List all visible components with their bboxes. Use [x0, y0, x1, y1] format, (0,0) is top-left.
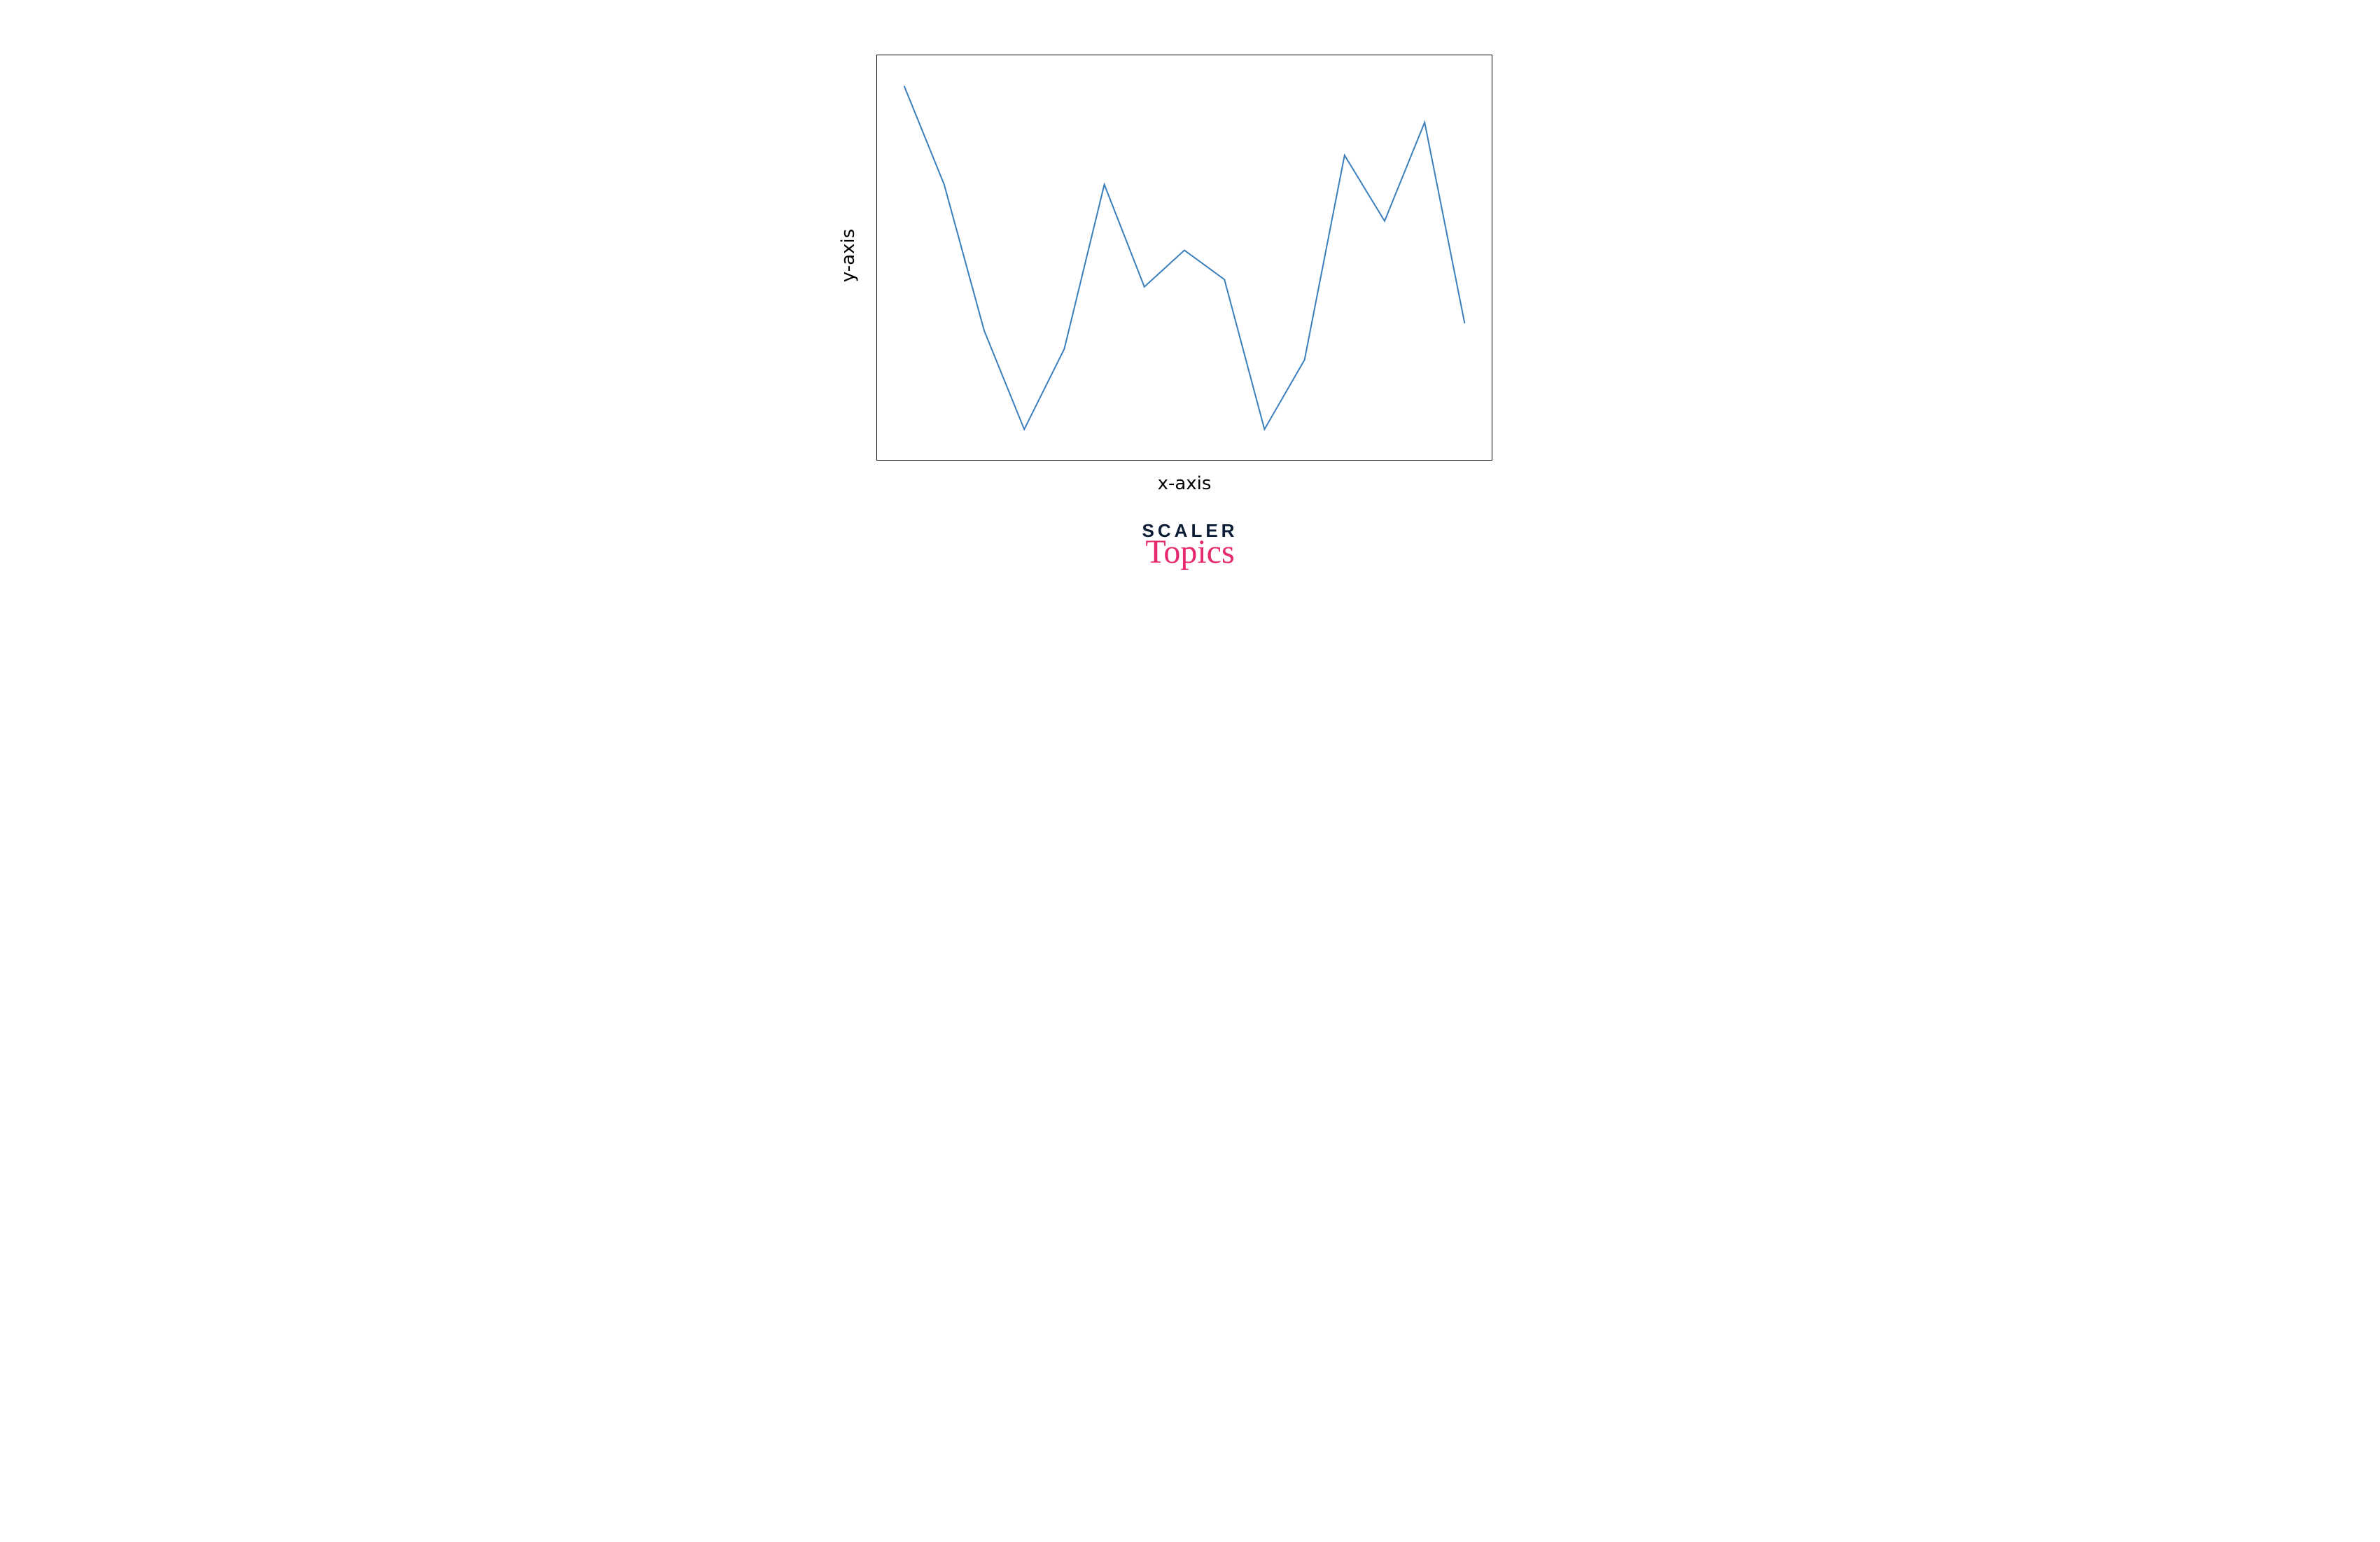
y-axis-label: y-axis [838, 229, 859, 282]
chart-border [877, 55, 1492, 461]
scaler-topics-logo: SCALER Topics [1142, 521, 1238, 569]
chart-plot-area [876, 55, 1492, 461]
line-chart: y-axis x-axis [876, 55, 1492, 461]
logo-bottom-text: Topics [1142, 535, 1238, 569]
chart-series-line [904, 86, 1465, 430]
x-axis-label: x-axis [1158, 473, 1212, 494]
page-root: y-axis x-axis SCALER Topics [714, 0, 1666, 630]
